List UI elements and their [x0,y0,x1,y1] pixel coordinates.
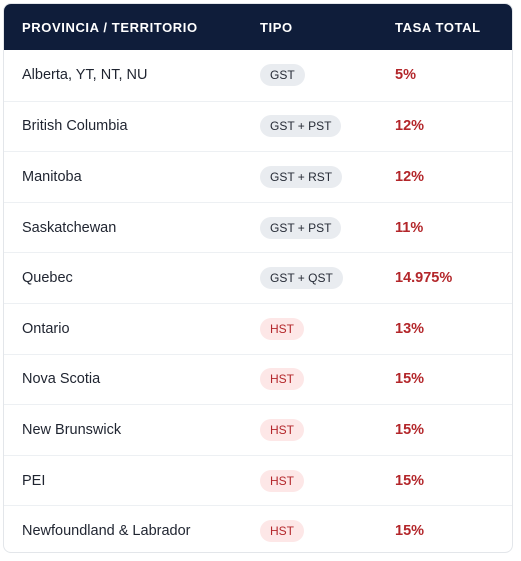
total-rate: 12% [395,168,425,185]
tax-type-badge: GST + PST [260,115,342,138]
tax-type-badge: HST [260,469,304,492]
province-name: Saskatchewan [22,219,117,236]
total-rate: 15% [395,472,425,489]
province-name: British Columbia [22,118,128,135]
total-rate: 15% [395,421,425,438]
table-body: Alberta, YT, NT, NU GST 5% British Colum… [4,50,512,552]
table-row: Manitoba GST + RST 12% [4,151,512,202]
table-row: Saskatchewan GST + PST 11% [4,201,512,253]
province-name: New Brunswick [22,421,122,438]
province-name: Ontario [22,320,70,337]
total-rate: 14.975% [395,270,453,287]
tax-type-badge: HST [260,317,304,340]
header-province: PROVINCIA / TERRITORIO [22,19,198,35]
tax-type-badge: HST [260,418,304,441]
province-name: PEI [22,472,46,489]
tax-type-badge: GST + PST [260,216,342,239]
province-name: Nova Scotia [22,371,101,388]
table-row: Ontario HST 13% [4,302,512,354]
tax-type-badge: HST [260,368,304,391]
table-row: Alberta, YT, NT, NU GST 5% [4,50,512,101]
total-rate: 15% [395,371,425,388]
total-rate: 15% [395,523,425,540]
province-name: Quebec [22,270,73,287]
table-row: British Columbia GST + PST 12% [4,100,512,152]
header-type: TIPO [260,19,293,35]
province-name: Alberta, YT, NT, NU [22,67,148,84]
tax-rate-table: PROVINCIA / TERRITORIO TIPO TASA TOTAL A… [3,3,513,553]
table-row: Newfoundland & Labrador HST 15% [4,505,512,552]
total-rate: 12% [395,118,425,135]
tax-type-badge: GST + RST [260,165,343,188]
table-row: PEI HST 15% [4,454,512,506]
total-rate: 13% [395,320,425,337]
tax-type-badge: GST [260,64,305,87]
table-header: PROVINCIA / TERRITORIO TIPO TASA TOTAL [4,4,512,50]
province-name: Manitoba [22,168,82,185]
header-rate: TASA TOTAL [395,19,481,35]
total-rate: 11% [395,219,424,236]
tax-type-badge: GST + QST [260,267,343,290]
tax-type-badge: HST [260,520,304,543]
table-row: Nova Scotia HST 15% [4,353,512,405]
province-name: Newfoundland & Labrador [22,523,191,540]
table-row: New Brunswick HST 15% [4,404,512,455]
total-rate: 5% [395,67,416,84]
table-row: Quebec GST + QST 14.975% [4,252,512,303]
